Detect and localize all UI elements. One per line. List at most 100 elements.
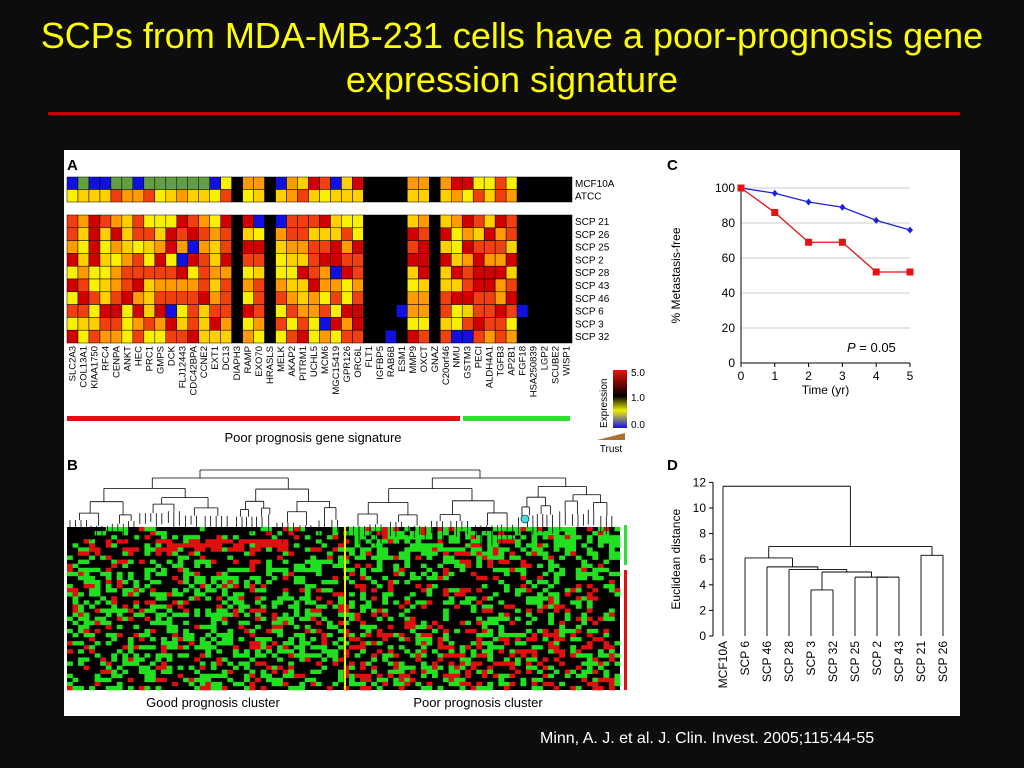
- heatmap-cell: [418, 265, 430, 280]
- heatmap-cell: [371, 527, 377, 532]
- heatmap-cell: [404, 649, 411, 654]
- heatmap-cell: [382, 555, 389, 560]
- heatmap-cell: [553, 685, 560, 691]
- heatmap-cell: [553, 600, 560, 605]
- heatmap-cell: [161, 649, 167, 654]
- heatmap-cell: [363, 265, 375, 280]
- heatmap-cell: [304, 628, 311, 634]
- heatmap-cell: [221, 637, 228, 642]
- panel-label-A: A: [67, 157, 78, 174]
- heatmap-cell: [360, 649, 366, 654]
- heatmap-cell: [465, 673, 471, 679]
- heatmap-cell: [105, 579, 112, 585]
- data-point: [839, 203, 846, 211]
- heatmap-cell: [407, 253, 419, 267]
- heatmap-cell: [525, 588, 532, 593]
- heatmap-cell: [177, 665, 184, 670]
- heatmap-cell: [253, 291, 265, 305]
- heatmap-cell: [111, 657, 118, 662]
- heatmap-cell: [564, 535, 571, 540]
- heatmap-cell: [494, 214, 507, 229]
- heatmap-cell: [94, 673, 101, 679]
- heatmap-cell: [527, 189, 540, 203]
- heatmap-cell: [155, 612, 162, 617]
- heatmap-cell: [371, 657, 377, 662]
- heatmap-cell: [288, 641, 295, 646]
- heatmap-cell: [216, 535, 223, 540]
- heatmap-cell: [122, 608, 129, 613]
- heatmap-cell: [608, 681, 615, 687]
- heatmap-cell: [88, 329, 101, 344]
- heatmap-cell: [149, 661, 156, 666]
- heatmap-cell: [454, 563, 460, 569]
- heatmap-cell: [177, 547, 184, 552]
- heatmap-cell: [538, 189, 551, 203]
- heatmap-cell: [99, 176, 112, 190]
- heatmap-cell: [538, 253, 551, 267]
- heatmap-cell: [138, 637, 145, 642]
- heatmap-cell: [227, 584, 234, 589]
- heatmap-cell: [505, 214, 518, 229]
- heatmap-cell: [253, 329, 265, 344]
- heatmap-cell: [199, 661, 206, 666]
- heatmap-cell: [360, 677, 366, 683]
- heatmap-cell: [72, 604, 79, 609]
- heatmap-cell: [221, 685, 228, 691]
- slide-title: SCPs from MDA-MB-231 cells have a poor-p…: [40, 15, 984, 100]
- heatmap-cell: [275, 329, 287, 344]
- heatmap-cell: [326, 653, 333, 658]
- heatmap-cell: [420, 527, 427, 532]
- heatmap-cell: [154, 253, 167, 267]
- heatmap-cell: [154, 214, 167, 229]
- heatmap-cell: [608, 653, 615, 658]
- heatmap-cell: [415, 653, 422, 658]
- heatmap-cell: [360, 588, 366, 593]
- heatmap-cell: [538, 227, 551, 241]
- heatmap-cell: [288, 527, 295, 532]
- heatmap-cell: [310, 584, 317, 589]
- heatmap-cell: [365, 677, 372, 683]
- heatmap-cell: [111, 604, 118, 609]
- heatmap-cell: [614, 571, 621, 577]
- heatmap-cell: [199, 584, 206, 589]
- heatmap-cell: [337, 559, 344, 564]
- heatmap-cell: [437, 685, 444, 691]
- heatmap-cell: [282, 612, 289, 617]
- heatmap-cell: [94, 628, 101, 634]
- heatmap-cell: [332, 527, 339, 532]
- heatmap-cell: [194, 608, 201, 613]
- heatmap-cell: [144, 673, 151, 679]
- heatmap-cell: [111, 596, 118, 601]
- heatmap-cell: [553, 575, 560, 581]
- heatmap-cell: [275, 214, 287, 229]
- heatmap-cell: [570, 539, 577, 544]
- heatmap-cell: [282, 575, 289, 581]
- heatmap-cell: [337, 645, 344, 650]
- heatmap-cell: [481, 551, 488, 556]
- heatmap-cell: [321, 649, 328, 654]
- heatmap-cell: [498, 628, 505, 634]
- heatmap-cell: [227, 567, 234, 573]
- heatmap-cell: [72, 632, 79, 638]
- heatmap-cell: [138, 645, 145, 650]
- heatmap-cell: [310, 653, 317, 658]
- heatmap-cell: [459, 527, 466, 532]
- heatmap-cell: [492, 547, 499, 552]
- heatmap-cell: [304, 653, 311, 658]
- heatmap-cell: [286, 189, 298, 203]
- heatmap-cell: [431, 661, 438, 666]
- gene-label: HSA250839: [529, 346, 540, 397]
- heatmap-cell: [537, 563, 543, 569]
- heatmap-cell: [286, 214, 298, 229]
- heatmap-cell: [199, 677, 206, 683]
- heatmap-cell: [194, 596, 201, 601]
- heatmap-cell: [308, 329, 320, 344]
- heatmap-cell: [243, 649, 250, 654]
- heatmap-cell: [461, 291, 474, 305]
- heatmap-cell: [315, 620, 322, 626]
- heatmap-cell: [409, 592, 416, 597]
- heatmap-cell: [304, 600, 311, 605]
- heatmap-cell: [426, 531, 433, 536]
- heatmap-cell: [481, 604, 488, 609]
- heatmap-cell: [393, 653, 400, 658]
